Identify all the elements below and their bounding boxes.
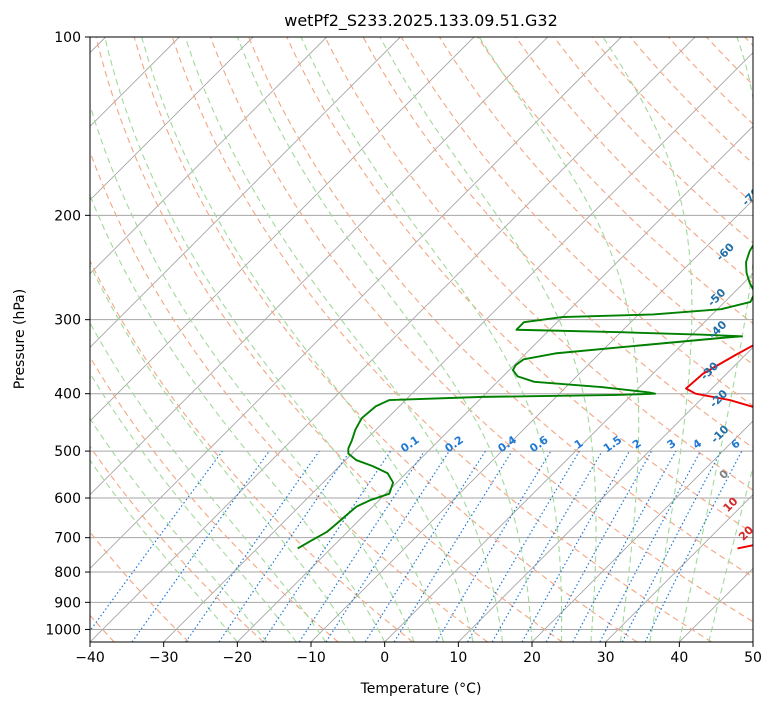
mixing-ratio-line [393, 450, 513, 642]
x-axis-ticks: −40 −30 −20 −10 0 10 20 30 40 50 [75, 642, 762, 666]
x-tick-label: −20 [223, 650, 253, 666]
isotherm-line [90, 37, 548, 496]
mixing-ratio-line [90, 450, 223, 632]
y-tick-label: 400 [54, 387, 81, 403]
y-tick-label: 800 [54, 565, 81, 581]
dry-adiabat-line [90, 445, 264, 642]
y-tick-label: 900 [54, 595, 81, 611]
isotherm-line [531, 420, 753, 642]
x-tick-label: −30 [149, 650, 179, 666]
dry-adiabat-line [209, 37, 753, 623]
x-tick-label: 30 [597, 650, 615, 666]
dry-adiabat-line [133, 37, 638, 642]
y-tick-label: 500 [54, 444, 81, 460]
pressure-gridlines [90, 37, 753, 630]
isotherm-line [90, 37, 696, 642]
moist-adiabat-line [90, 417, 268, 642]
mixing-ratio-line [325, 450, 450, 642]
moist-adiabat-line [104, 37, 445, 642]
x-tick-label: 50 [744, 650, 762, 666]
dry-adiabats [90, 37, 753, 642]
y-axis-ticks: 100 200 300 400 500 600 700 800 900 1000 [45, 30, 90, 638]
x-tick-label: −10 [296, 650, 326, 666]
mixing-ratio-line [262, 450, 392, 642]
dry-adiabat-label: 30 [751, 552, 771, 572]
dry-adiabat-line [171, 37, 713, 642]
isotherms [90, 37, 753, 642]
moist-adiabat-line [90, 459, 238, 642]
moist-adiabat-line [708, 465, 753, 642]
x-tick-label: 0 [380, 650, 389, 666]
dewpoint-profile-line [297, 243, 753, 550]
isotherm-line [163, 52, 753, 642]
moist-adiabat-line [90, 103, 415, 642]
y-tick-label: 700 [54, 531, 81, 547]
dry-adiabat-line [324, 37, 753, 491]
y-tick-label: 300 [54, 313, 81, 329]
mixing-ratio-line [185, 450, 320, 642]
moist-adiabat-line [478, 37, 640, 642]
dry-adiabat-line [95, 37, 563, 642]
plot-frame [89, 36, 754, 643]
moist-adiabat-line [184, 37, 504, 642]
y-tick-label: 1000 [45, 622, 81, 638]
isotherm-line [605, 494, 753, 642]
moist-adiabat-line [379, 37, 597, 642]
isotherm-line [90, 37, 254, 201]
isotherm-line [384, 273, 753, 642]
chart-title: wetPf2_S233.2025.133.09.51.G32 [284, 11, 558, 31]
dry-adiabat-line [90, 356, 339, 642]
isotherm-line [90, 37, 401, 348]
moist-adiabat-line [602, 37, 693, 642]
sounding-profiles [297, 243, 753, 550]
isotherm-line [458, 346, 753, 642]
x-axis-title: Temperature (°C) [360, 681, 482, 697]
isotherm-line [237, 125, 753, 642]
mixing-ratio-line [545, 450, 653, 642]
y-axis-title: Pressure (hPa) [12, 289, 28, 389]
x-tick-label: −40 [75, 650, 105, 666]
isotherm-line [90, 37, 475, 422]
moist-adiabat-line [141, 37, 474, 642]
plot-area: 0.10.20.40.611.52346810131620253036-100-… [90, 37, 771, 642]
moist-adiabat-line [90, 263, 356, 642]
mixing-ratio-line [298, 450, 425, 642]
dry-adiabat-line [90, 259, 414, 642]
mixing-ratio-line [131, 450, 270, 642]
moist-adiabats [90, 37, 753, 642]
mixing-ratio-lines [90, 450, 743, 642]
temperature-profile-line [685, 344, 753, 550]
x-tick-label: 10 [449, 650, 467, 666]
y-tick-label: 100 [54, 30, 81, 46]
moist-adiabat-line [300, 37, 563, 642]
dry-adiabat-line [286, 37, 753, 534]
mixing-ratio-line [644, 450, 743, 642]
x-tick-label: 20 [523, 650, 541, 666]
moist-adiabat-line [90, 372, 297, 642]
mixing-ratio-line [572, 450, 677, 642]
y-tick-label: 600 [54, 491, 81, 507]
moist-adiabat-line [236, 37, 533, 642]
x-tick-label: 40 [670, 650, 688, 666]
moist-adiabat-line [90, 321, 327, 642]
isotherm-line [90, 37, 622, 569]
moist-adiabat-line [90, 194, 386, 642]
moist-adiabat-line [678, 37, 753, 642]
mixing-ratio-line [218, 450, 351, 642]
dry-adiabat-line [515, 37, 753, 284]
dry-adiabat-line [248, 37, 753, 578]
y-tick-label: 200 [54, 208, 81, 224]
mixing-ratio-line [521, 450, 631, 642]
